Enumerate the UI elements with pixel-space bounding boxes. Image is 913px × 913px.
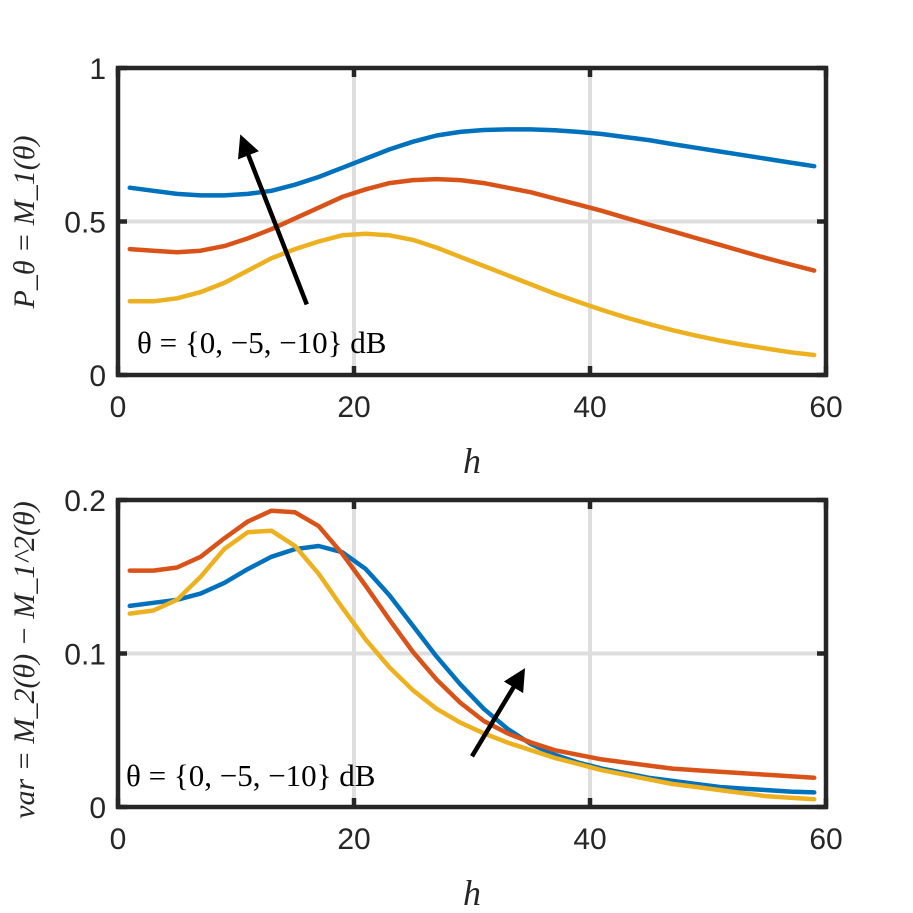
bottom-plot-series-0-line [127, 543, 817, 795]
top-plot-panel: 0 20 40 60 0 0.5 1 h P_θ = M_1(θ) θ = {0, −5, … [8, 53, 843, 481]
bottom-plot-x-axis-label: h [463, 873, 481, 913]
bottom-plot-y-tick-label: 0.2 [64, 485, 106, 518]
top-plot-annotation-arrow [237, 134, 309, 306]
top-plot-x-tick-label: 60 [809, 391, 842, 424]
top-plot-y-axis-label: P_θ = M_1(θ) [8, 135, 41, 309]
top-plot-grid [118, 68, 826, 375]
bottom-plot-panel: 0 20 40 60 0 0.1 0.2 h var = M_2(θ) − M_1^2(θ)… [8, 485, 843, 913]
bottom-plot-y-axis-label: var = M_2(θ) − M_1^2(θ) [8, 501, 41, 819]
top-plot-y-tick-label: 0 [89, 360, 106, 393]
bottom-plot-x-tick-label: 60 [809, 823, 842, 856]
top-plot-series-2-line [127, 231, 817, 358]
top-plot-tick-labels: 0 20 40 60 0 0.5 1 [64, 53, 842, 424]
top-plot-x-tick-label: 20 [337, 391, 370, 424]
bottom-plot-series-1-line [127, 508, 817, 781]
bottom-plot-y-tick-label: 0.1 [64, 639, 106, 672]
top-plot-x-tick-label: 0 [110, 391, 127, 424]
top-plot-x-axis-label: h [463, 441, 481, 481]
top-plot-annotation: θ = {0, −5, −10} dB [137, 325, 386, 360]
top-plot-x-tick-label: 40 [573, 391, 606, 424]
bottom-plot-lines [127, 508, 817, 802]
bottom-plot-x-tick-label: 40 [573, 823, 606, 856]
bottom-plot-x-tick-label: 20 [337, 823, 370, 856]
bottom-plot-annotation: θ = {0, −5, −10} dB [126, 758, 375, 793]
top-plot-series-0-line [127, 127, 817, 198]
bottom-plot-tick-labels: 0 20 40 60 0 0.1 0.2 [64, 485, 842, 856]
top-plot-y-tick-label: 1 [89, 53, 106, 86]
bottom-plot-x-tick-label: 0 [110, 823, 127, 856]
top-plot-lines [127, 127, 817, 358]
bottom-plot-series-2-line [127, 528, 817, 802]
bottom-plot-ticks [115, 497, 829, 810]
top-plot-ticks [115, 65, 829, 378]
top-plot-series-1-line [127, 176, 817, 273]
top-plot-y-tick-label: 0.5 [64, 207, 106, 240]
bottom-plot-y-tick-label: 0 [89, 792, 106, 825]
bottom-plot-annotation-arrow [470, 668, 526, 758]
